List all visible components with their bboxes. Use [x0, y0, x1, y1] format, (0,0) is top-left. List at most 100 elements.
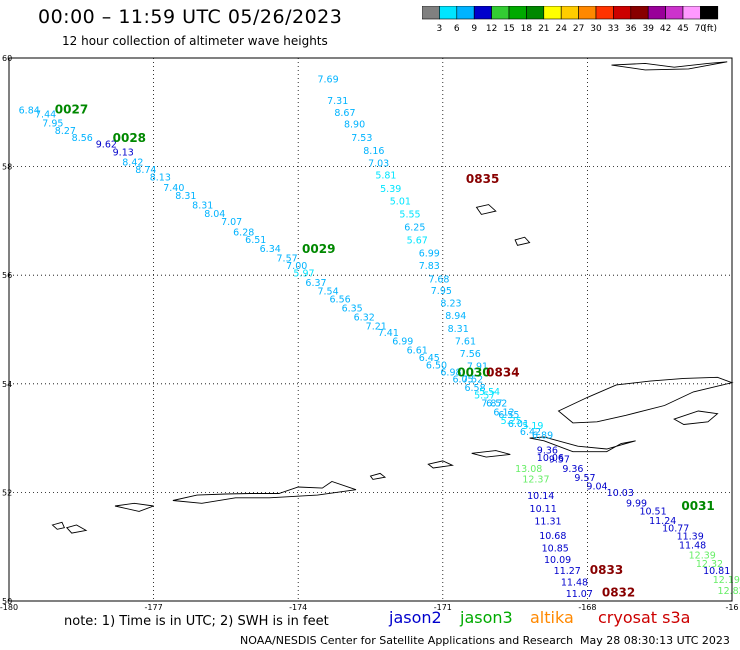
- swh-value-label: 5.39: [380, 184, 401, 195]
- swh-value-label: 7.00: [286, 261, 307, 272]
- pass-time-label: 0029: [302, 242, 335, 256]
- latitude-tick-label: 56: [2, 271, 12, 280]
- swh-value-label: 6.61: [407, 345, 428, 356]
- swh-value-label: 10.85: [542, 544, 569, 555]
- swh-value-label: 10.68: [539, 531, 566, 542]
- swh-value-label: 10.09: [544, 555, 571, 566]
- swh-value-label: 6.84: [19, 105, 40, 116]
- swh-value-label: 7.57: [277, 254, 298, 265]
- swh-value-label: 7.61: [455, 337, 476, 348]
- coastline: [51, 521, 66, 530]
- swh-value-label: 9.04: [586, 482, 607, 493]
- swh-value-label: 7.07: [221, 217, 242, 228]
- pass-time-label: 0835: [466, 172, 499, 186]
- pass-time-label: 0030: [457, 366, 490, 380]
- swh-value-label: 7.54: [317, 287, 338, 298]
- swh-value-label: 5.54: [479, 387, 500, 398]
- scale-tick-label: 18: [521, 24, 533, 34]
- scale-tick-label: 27: [573, 24, 584, 34]
- coastline: [172, 481, 357, 504]
- swh-value-label: 8.27: [55, 126, 76, 137]
- swh-value-label: 9.36: [537, 445, 558, 456]
- swh-value-label: 6.42: [520, 427, 541, 438]
- scale-tick-label: 42: [660, 24, 671, 34]
- scale-tick-label: 36: [625, 24, 637, 34]
- legend-cryosat-label: cryosat s3a: [598, 608, 691, 627]
- chart-subtitle: 12 hour collection of altimeter wave hei…: [62, 34, 328, 48]
- swh-value-label: 7.53: [351, 133, 372, 144]
- longitude-tick-label: -16: [725, 603, 738, 612]
- swh-value-label: 10.03: [607, 488, 634, 499]
- swh-value-label: 6.99: [419, 249, 440, 260]
- swh-value-label: 7.95: [42, 118, 63, 129]
- legend-jason2: jason2: [389, 608, 442, 627]
- legend-altika: altika: [530, 608, 574, 627]
- swh-value-label: 8.42: [122, 158, 143, 169]
- swh-value-label: 5.55: [399, 210, 420, 221]
- swh-value-label: 7.68: [428, 274, 449, 285]
- swh-value-label: 10.06: [537, 453, 564, 464]
- scale-tick-label: 3: [437, 24, 443, 34]
- swh-value-label: 10.77: [662, 523, 689, 534]
- swh-value-label: 6.34: [260, 244, 281, 255]
- longitude-tick-label: -177: [145, 603, 163, 612]
- swh-value-label: 10.11: [530, 504, 557, 515]
- scale-tick-label: 70: [695, 24, 707, 34]
- swh-value-label: 5.19: [522, 421, 543, 432]
- pass-time-label: 0833: [590, 563, 623, 577]
- swh-value-label: 8.74: [135, 165, 156, 176]
- swh-value-label: 6.32: [354, 312, 375, 323]
- swh-value-label: 8.04: [204, 209, 225, 220]
- swh-value-label: 12.19: [713, 575, 740, 586]
- swh-value-label: 12.39: [689, 551, 716, 562]
- swh-value-label: 6.58: [464, 383, 485, 394]
- legend-jason3: jason3: [460, 608, 513, 627]
- latitude-tick-label: 54: [2, 380, 12, 389]
- swh-value-label: 6.25: [404, 223, 425, 234]
- swh-value-label: 5.67: [407, 236, 428, 247]
- swh-value-label: 7.44: [35, 110, 56, 121]
- coastline: [65, 524, 88, 534]
- longitude-tick-label: -180: [0, 603, 18, 612]
- swh-value-label: 5.57: [474, 390, 495, 401]
- swh-value-label: 12.37: [522, 475, 549, 486]
- scale-tick-label: 15: [503, 24, 514, 34]
- scale-tick-label: 24: [555, 24, 567, 34]
- latitude-tick-label: 52: [2, 488, 12, 497]
- swh-value-label: 7.03: [368, 159, 389, 170]
- map-frame: [8, 57, 733, 602]
- swh-value-label: 6.50: [426, 361, 447, 372]
- latitude-tick-label: 58: [2, 163, 12, 172]
- scale-tick-label: 12: [486, 24, 497, 34]
- legend-altika-label: altika: [530, 608, 574, 627]
- legend-jason2-label: jason2: [389, 608, 442, 627]
- pass-time-label: 0027: [55, 102, 88, 116]
- coastline: [114, 502, 154, 512]
- scale-tick-label: 45: [677, 24, 688, 34]
- legend-cryosat: cryosat s3a: [598, 608, 690, 627]
- swh-value-label: 8.13: [150, 173, 171, 184]
- swh-value-label: 11.31: [534, 516, 561, 527]
- swh-value-label: 7.87: [481, 399, 502, 410]
- swh-value-label: 9.36: [562, 464, 583, 475]
- swh-value-label: 7.83: [419, 261, 440, 272]
- swh-value-label: 8.94: [445, 311, 466, 322]
- coastline: [611, 61, 728, 71]
- swh-value-label: 9.57: [574, 473, 595, 484]
- swh-value-label: 8.31: [192, 200, 213, 211]
- pass-time-label: 0834: [486, 366, 519, 380]
- swh-value-label: 5.01: [390, 197, 411, 208]
- scale-tick-label: 6: [454, 24, 460, 34]
- latitude-tick-label: 50: [2, 597, 12, 606]
- longitude-tick-label: -168: [578, 603, 596, 612]
- swh-value-label: 11.27: [554, 566, 581, 577]
- swh-value-label: 7.95: [431, 286, 452, 297]
- swh-value-label: 12.32: [696, 559, 723, 570]
- swh-value-label: 7.31: [327, 96, 348, 107]
- swh-value-label: 10.51: [639, 507, 666, 518]
- scale-tick-label: 30: [590, 24, 602, 34]
- swh-value-label: 6.45: [419, 353, 440, 364]
- scale-unit-label: (ft): [703, 24, 717, 34]
- swh-value-label: 9.99: [626, 499, 647, 510]
